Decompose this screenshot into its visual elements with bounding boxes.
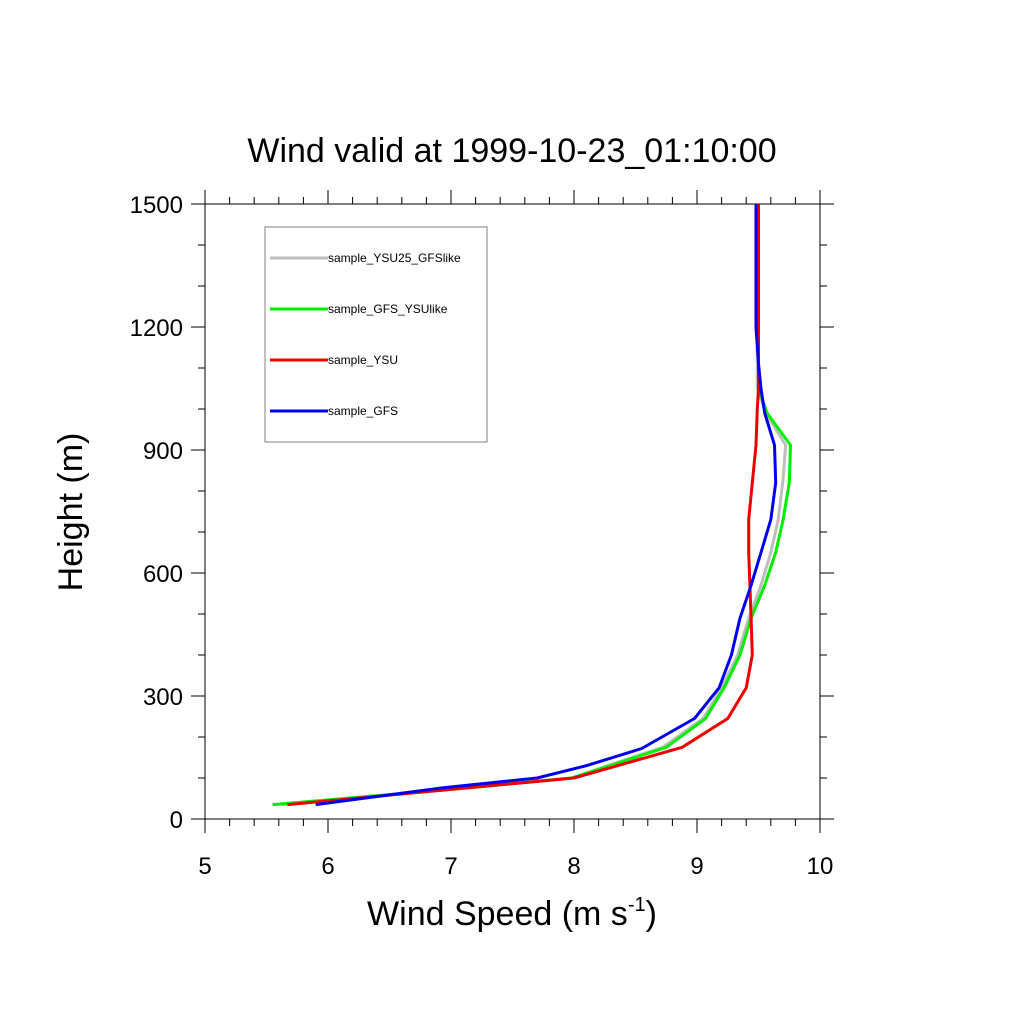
y-tick-label: 600: [143, 561, 183, 588]
y-tick-label: 1200: [130, 315, 183, 342]
y-tick-label: 1500: [130, 192, 183, 219]
x-axis-label: Wind Speed (m s-1): [367, 894, 657, 933]
series-lines: [272, 204, 792, 807]
tick-labels: 5 6 7 8 9 10 0 300 600 900 1200 1500: [130, 192, 834, 880]
legend-box: [264, 226, 488, 443]
y-tick-label: 900: [143, 438, 183, 465]
legend-label: sample_YSU: [328, 353, 398, 367]
x-tick-label: 8: [567, 853, 580, 880]
y-tick-label: 0: [170, 807, 183, 834]
x-tick-label: 6: [321, 853, 334, 880]
series-line-sample_GFS: [315, 204, 778, 807]
x-tick-label: 5: [198, 853, 211, 880]
legend-label: sample_YSU25_GFSlike: [328, 251, 461, 265]
legend-label: sample_GFS: [328, 404, 398, 418]
y-tick-label: 300: [143, 684, 183, 711]
x-tick-label: 9: [690, 853, 703, 880]
legend: sample_YSU25_GFSlike sample_GFS_YSUlikesa…: [264, 226, 488, 443]
chart-title: Wind valid at 1999-10-23_01:10:00: [247, 132, 776, 170]
x-tick-label: 7: [444, 853, 457, 880]
axis-ticks: [191, 190, 834, 833]
legend-label: sample_GFS_YSUlike: [328, 302, 448, 316]
x-tick-label: 10: [807, 853, 834, 880]
y-axis-label: Height (m): [52, 433, 90, 592]
plot-frame: [204, 203, 821, 820]
